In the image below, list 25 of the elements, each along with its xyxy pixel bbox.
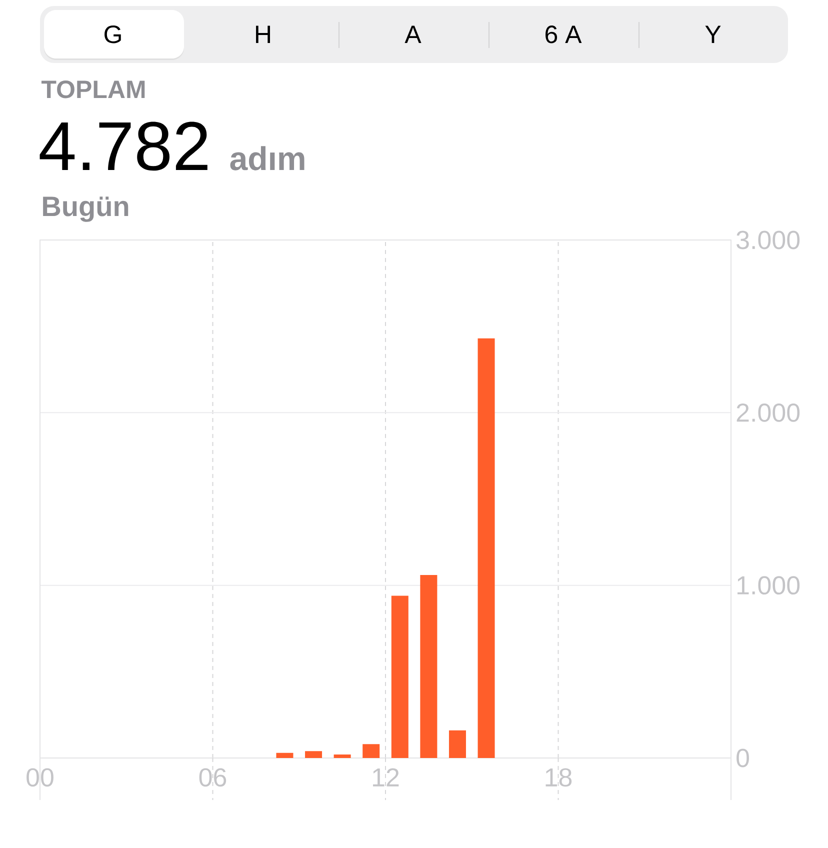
x-tick-label: 12	[373, 768, 399, 786]
text: Y	[705, 26, 721, 43]
y-tick-label: 1.000	[738, 576, 800, 595]
text: adım	[230, 146, 304, 170]
y-tick-label: 0	[736, 748, 749, 768]
bar	[362, 744, 380, 758]
text: H	[256, 26, 270, 43]
bar	[420, 574, 438, 758]
bar	[334, 754, 351, 758]
y-tick-label: 2.000	[736, 403, 800, 422]
text: 6 A	[546, 26, 582, 44]
text: A	[404, 26, 422, 43]
bar	[448, 730, 466, 758]
text: 4.782	[40, 122, 208, 171]
bar	[305, 751, 322, 758]
bar	[391, 596, 408, 758]
chart-title: TOPLAM	[41, 80, 145, 98]
bar	[276, 752, 294, 758]
chart-subtitle: Bugün	[43, 196, 128, 222]
y-tick-label: 3.000	[736, 230, 800, 250]
bar	[478, 338, 495, 758]
x-tick-label: 06	[199, 768, 226, 787]
text: G	[104, 26, 121, 44]
x-tick-label: 18	[546, 768, 572, 787]
x-tick-label: 00	[26, 768, 54, 787]
